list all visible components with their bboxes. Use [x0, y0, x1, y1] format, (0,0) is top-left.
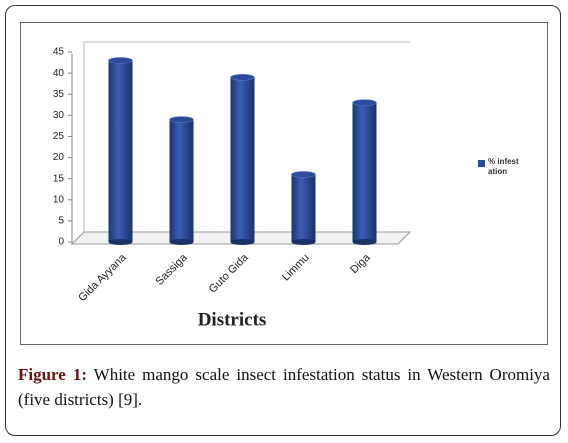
bar-top [108, 57, 133, 64]
bar [108, 60, 133, 242]
y-tick-label: 40 [53, 68, 65, 79]
y-tick-label: 45 [53, 47, 65, 58]
x-tick-label: Guto Gida [207, 251, 252, 296]
caption: Figure 1: White mango scale insect infes… [18, 362, 550, 412]
bar-top [291, 171, 316, 178]
bar-top [230, 74, 255, 81]
caption-label: Figure 1: [18, 365, 87, 384]
y-tick-label: 30 [53, 110, 65, 121]
x-tick-label: Limmu [280, 252, 312, 284]
bar [291, 174, 316, 242]
bar-base [291, 239, 316, 245]
bar-base [230, 239, 255, 245]
x-tick-label: Gida Ayyana [76, 251, 129, 304]
legend-swatch [478, 160, 485, 167]
caption-text: White mango scale insect infestation sta… [18, 365, 550, 409]
y-tick-label: 25 [53, 131, 65, 142]
chart-frame [20, 22, 548, 345]
x-tick-label: Sassiga [154, 251, 191, 288]
legend-label: % infestation [488, 157, 519, 176]
bar-base [169, 239, 194, 245]
x-axis-title: Districts [198, 309, 267, 330]
y-tick-label: 20 [53, 152, 65, 163]
x-tick-label: Diga [348, 251, 373, 276]
bar-top [352, 99, 377, 106]
y-tick-label: 10 [53, 194, 65, 205]
back-wall [83, 41, 410, 232]
bar [169, 119, 194, 242]
y-tick-label: 5 [58, 216, 64, 227]
bar [230, 77, 255, 242]
y-tick-label: 35 [53, 89, 65, 100]
y-tick-label: 15 [53, 173, 65, 184]
bar [352, 102, 377, 243]
y-tick-label: 0 [58, 237, 64, 248]
bar-base [108, 239, 133, 245]
bar-base [352, 239, 377, 245]
figure-border [5, 5, 561, 436]
bar-top [169, 116, 194, 123]
